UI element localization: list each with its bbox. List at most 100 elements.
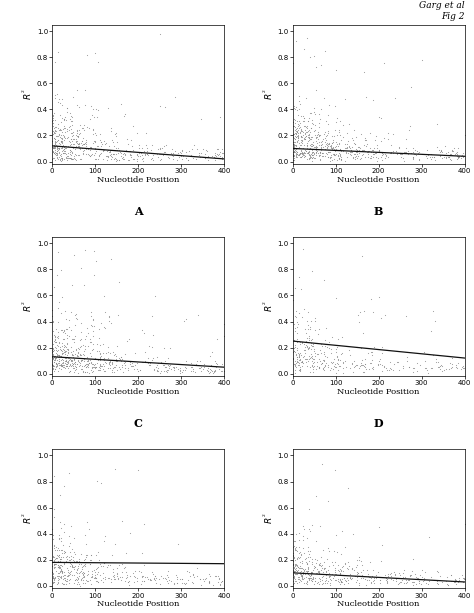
Point [294, 131, 301, 141]
Point [81, 139, 88, 149]
Point [405, 576, 413, 585]
Point [76, 361, 83, 371]
Point [56, 360, 64, 370]
Point [96, 365, 104, 375]
Point [381, 149, 389, 159]
Point [81, 126, 88, 135]
Y-axis label: $R^{^2}$: $R^{^2}$ [20, 513, 34, 524]
Point [64, 550, 71, 560]
Point [329, 135, 337, 145]
Point [317, 130, 324, 140]
Point [459, 577, 467, 587]
Point [52, 348, 60, 358]
Point [75, 357, 83, 367]
Point [315, 364, 323, 373]
Point [304, 307, 311, 317]
Point [116, 147, 124, 156]
Point [164, 360, 172, 370]
Point [290, 151, 298, 161]
Point [433, 120, 440, 129]
Point [436, 574, 443, 584]
Point [361, 359, 369, 368]
Point [184, 156, 192, 166]
Point [49, 578, 56, 588]
Point [51, 93, 58, 103]
Point [409, 154, 417, 164]
Point [293, 345, 301, 354]
Point [325, 562, 333, 571]
Point [123, 570, 131, 580]
Point [94, 142, 102, 151]
Point [67, 134, 75, 144]
Point [69, 129, 76, 139]
Point [290, 137, 298, 147]
Point [291, 121, 298, 131]
Point [329, 150, 337, 159]
Point [120, 357, 128, 367]
Point [291, 543, 299, 552]
Point [387, 571, 395, 581]
Point [421, 363, 429, 373]
Point [332, 141, 340, 151]
Point [461, 364, 468, 373]
Point [90, 360, 98, 370]
Point [97, 318, 104, 328]
Point [52, 559, 60, 569]
Point [51, 148, 58, 158]
Point [178, 367, 186, 377]
Point [305, 504, 313, 514]
Point [367, 557, 374, 567]
Point [317, 148, 324, 158]
Point [70, 355, 77, 365]
Point [69, 143, 76, 153]
Point [69, 555, 77, 565]
Point [328, 131, 336, 141]
Point [301, 129, 309, 139]
Point [354, 149, 361, 159]
Point [65, 568, 73, 578]
Point [83, 576, 91, 586]
Point [50, 361, 58, 371]
Point [302, 122, 310, 132]
Point [299, 567, 307, 577]
Point [317, 148, 324, 158]
Point [292, 529, 299, 539]
Point [319, 358, 326, 368]
Point [112, 360, 120, 370]
Point [106, 357, 113, 367]
Point [294, 348, 301, 358]
Point [105, 364, 112, 373]
Point [62, 571, 69, 581]
Point [298, 132, 305, 142]
Point [156, 150, 164, 159]
Point [220, 331, 228, 341]
Point [309, 153, 316, 162]
Point [81, 558, 89, 568]
Point [65, 353, 73, 363]
Point [321, 142, 328, 151]
Point [356, 143, 364, 153]
Point [48, 567, 56, 577]
Point [308, 123, 315, 132]
Point [111, 349, 118, 359]
Point [386, 569, 394, 579]
Point [61, 548, 68, 558]
Point [77, 549, 85, 558]
Point [313, 132, 321, 142]
Point [318, 566, 325, 576]
Point [310, 137, 317, 147]
Point [301, 304, 308, 314]
Point [404, 356, 411, 365]
Point [301, 324, 309, 334]
Point [58, 348, 66, 357]
Point [370, 150, 378, 159]
Point [158, 143, 165, 153]
Point [294, 566, 301, 576]
Point [301, 134, 309, 144]
Point [66, 149, 73, 159]
Point [322, 116, 330, 126]
Point [293, 148, 301, 158]
X-axis label: Nucleotide Position: Nucleotide Position [337, 176, 420, 184]
Point [400, 361, 407, 371]
Point [451, 577, 458, 587]
